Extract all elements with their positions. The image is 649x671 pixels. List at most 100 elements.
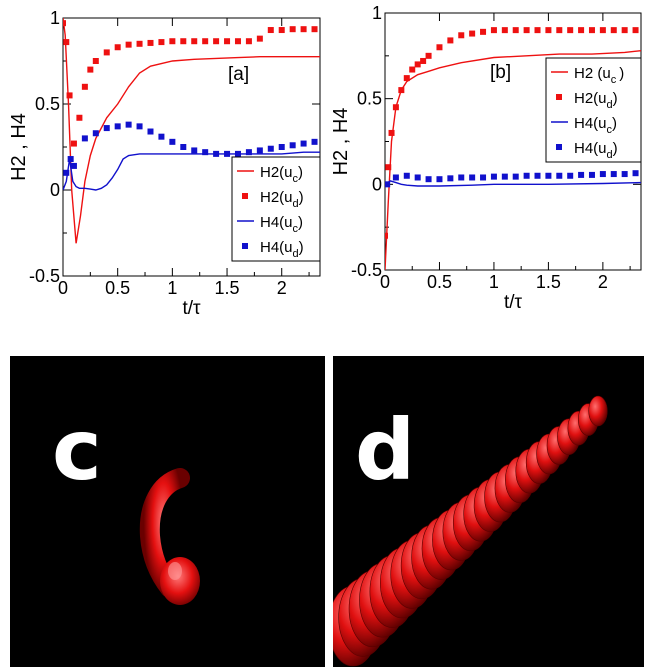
data-point: [289, 142, 296, 149]
data-point: [523, 27, 530, 34]
series-line: [385, 180, 641, 187]
x-tick-label: 1: [167, 278, 177, 298]
legend-label: H4(uc): [260, 214, 303, 235]
chart-b: 0 0.5 1 1.5 2-0.500.51t/τH2 , H4[b] H2 (uc )H…: [330, 3, 642, 313]
data-point: [436, 176, 443, 183]
data-point: [392, 174, 399, 181]
data-point: [414, 174, 421, 181]
legend-label: H2(ud): [260, 189, 304, 210]
legend-swatch: [556, 144, 562, 150]
data-point: [425, 176, 432, 183]
series-0: [63, 18, 320, 244]
data-point: [125, 121, 132, 128]
panel-label: [a]: [228, 64, 249, 85]
data-point: [234, 38, 241, 45]
data-point: [125, 41, 132, 48]
data-point: [267, 145, 274, 152]
image-label-c: c: [52, 401, 102, 499]
legend-swatch: [242, 193, 248, 199]
legend-swatch: [242, 243, 248, 249]
data-point: [289, 26, 296, 33]
data-point: [67, 156, 74, 163]
series-line: [63, 18, 320, 244]
data-point: [469, 174, 476, 181]
tube-segment: [588, 395, 608, 427]
data-point: [245, 38, 252, 45]
data-point: [556, 27, 563, 34]
data-point: [409, 66, 416, 73]
data-point: [578, 27, 585, 34]
series-0: [385, 50, 641, 270]
data-point: [224, 38, 231, 45]
data-point: [588, 171, 595, 178]
data-point: [158, 39, 165, 46]
data-point: [420, 57, 427, 64]
data-point: [578, 171, 585, 178]
series-2: [385, 180, 641, 187]
data-point: [610, 27, 617, 34]
data-point: [458, 32, 465, 39]
data-point: [385, 181, 391, 188]
data-point: [501, 27, 508, 34]
data-point: [191, 147, 198, 154]
data-point: [398, 87, 405, 94]
data-point: [588, 27, 595, 34]
legend-label: H4(uc): [574, 115, 617, 136]
data-point: [147, 39, 154, 46]
y-axis-label: H2 , H4: [330, 108, 352, 176]
data-point: [480, 174, 487, 181]
data-point: [76, 114, 83, 121]
red-tube-c: [139, 468, 200, 605]
data-point: [224, 150, 231, 157]
data-point: [202, 149, 209, 156]
data-point: [81, 83, 88, 90]
data-point: [169, 138, 176, 145]
data-point: [512, 173, 519, 180]
series-3: [63, 121, 318, 176]
data-point: [180, 38, 187, 45]
data-point: [147, 128, 154, 135]
x-tick-label: 2: [277, 278, 287, 298]
x-tick-label: 1.5: [215, 278, 240, 298]
data-point: [136, 40, 143, 47]
data-point: [256, 35, 263, 42]
data-point: [621, 27, 628, 34]
legend-label: H4(ud): [574, 140, 618, 161]
data-point: [490, 27, 497, 34]
y-tick-label: 0: [50, 180, 60, 200]
data-point: [501, 173, 508, 180]
data-point: [556, 172, 563, 179]
data-point: [300, 26, 307, 33]
series-line: [63, 151, 320, 191]
data-point: [458, 174, 465, 181]
data-point: [403, 172, 410, 179]
legend-label: H2 (uc ): [574, 65, 624, 86]
data-point: [534, 172, 541, 179]
data-point: [490, 173, 497, 180]
data-point: [63, 169, 70, 176]
data-point: [621, 171, 628, 178]
data-point: [567, 172, 574, 179]
red-tube-d: [333, 395, 608, 667]
series-2: [63, 151, 320, 191]
data-point: [469, 30, 476, 37]
series-1: [385, 27, 639, 239]
data-point: [278, 144, 285, 150]
data-point: [567, 27, 574, 34]
y-tick-label: 0.5: [357, 89, 382, 109]
x-tick-label: 1.5: [536, 272, 561, 292]
data-point: [202, 38, 209, 45]
data-point: [388, 129, 395, 136]
series-line: [385, 50, 641, 270]
data-point: [512, 27, 519, 34]
x-tick-label: 1: [489, 272, 499, 292]
data-point: [63, 20, 66, 27]
data-point: [480, 28, 487, 35]
data-point: [81, 135, 88, 142]
data-point: [191, 38, 198, 45]
data-point: [610, 171, 617, 178]
data-point: [92, 58, 99, 64]
plot-area: [63, 18, 320, 244]
data-point: [158, 133, 165, 140]
data-point: [103, 49, 110, 56]
